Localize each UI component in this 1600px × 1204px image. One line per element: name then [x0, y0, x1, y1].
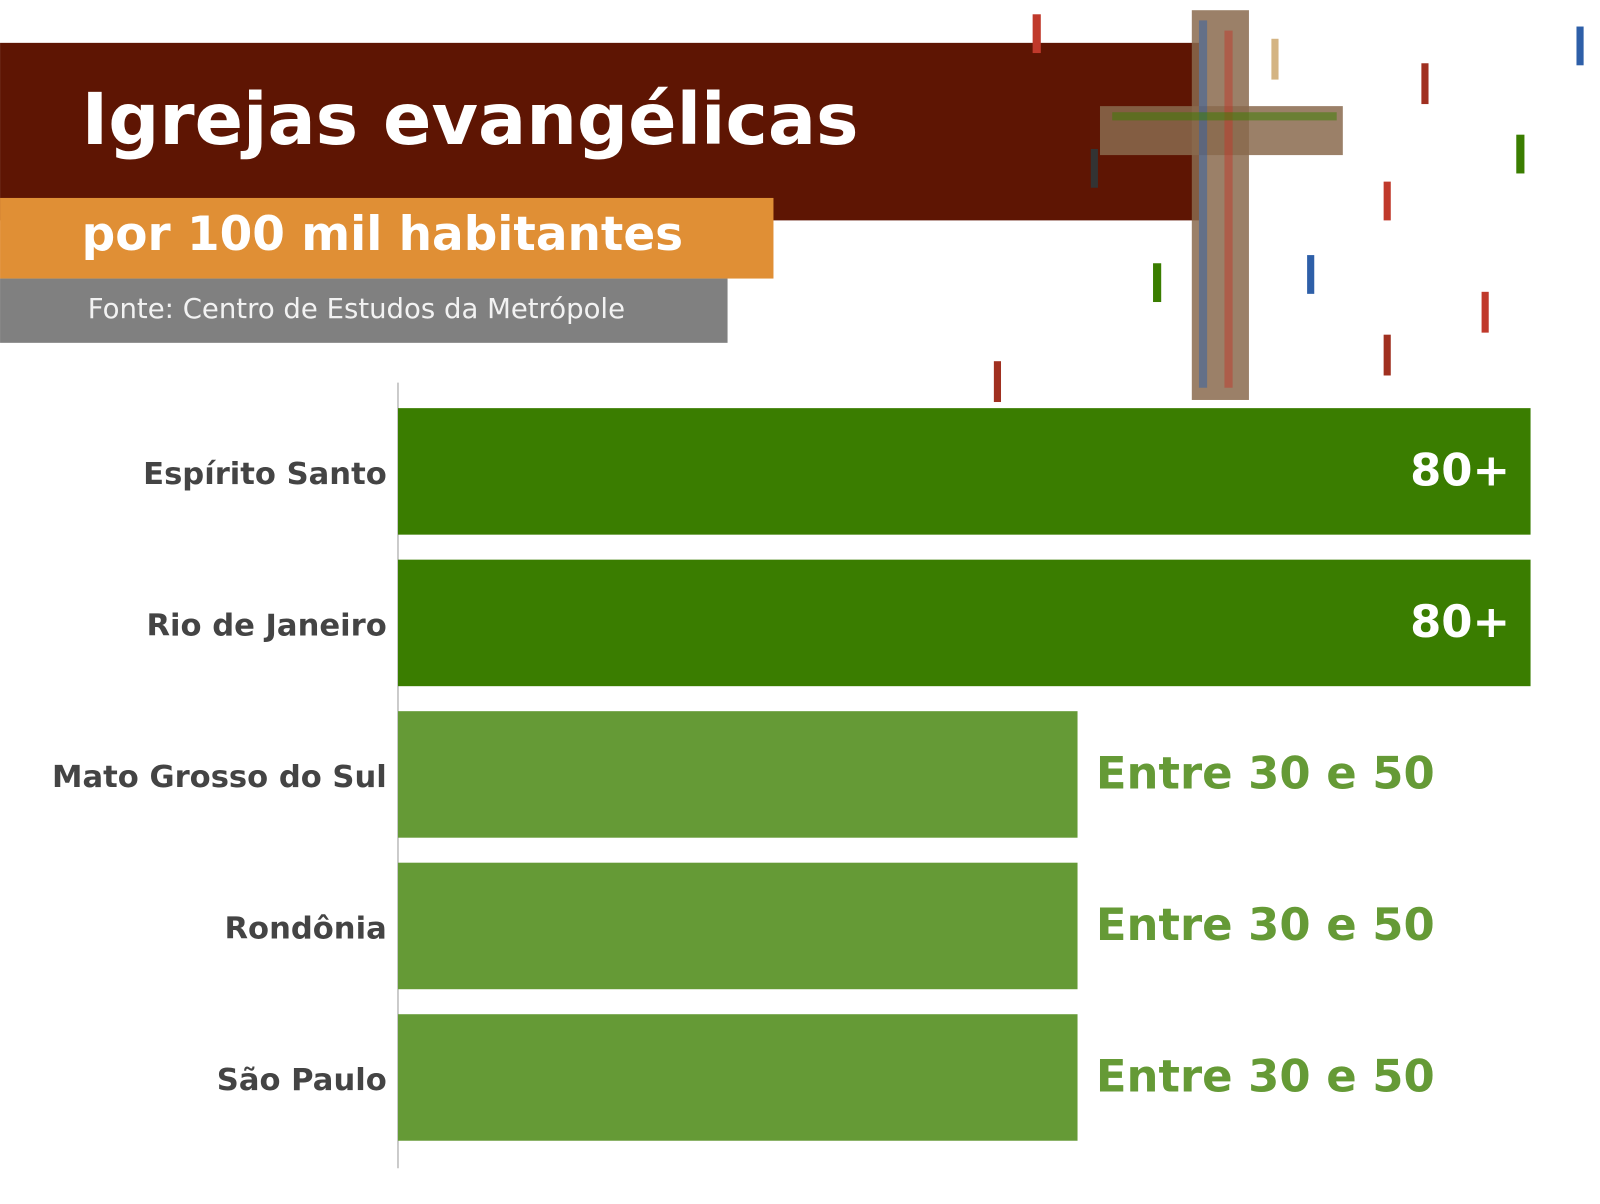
value-label: Entre 30 e 50	[1096, 746, 1435, 799]
bar	[397, 862, 1078, 990]
crowd-cross-illustration	[993, 10, 1584, 403]
value-label: 80+	[1410, 595, 1510, 648]
category-label: São Paulo	[217, 1063, 387, 1098]
chart-subtitle: por 100 mil habitantes	[82, 207, 683, 262]
bar	[397, 559, 1531, 687]
category-label: Rio de Janeiro	[146, 608, 386, 643]
category-label: Mato Grosso do Sul	[52, 760, 387, 795]
title-band	[0, 42, 1199, 221]
bar	[397, 1014, 1078, 1141]
category-label: Rondônia	[224, 912, 386, 947]
chart-title: Igrejas evangélicas	[82, 78, 859, 161]
bar	[397, 711, 1078, 838]
value-label: Entre 30 e 50	[1096, 1050, 1435, 1103]
subtitle-band	[0, 197, 774, 279]
value-label: Entre 30 e 50	[1096, 898, 1435, 951]
category-label: Espírito Santo	[143, 457, 387, 492]
source-band	[0, 278, 728, 343]
value-label: 80+	[1410, 443, 1510, 496]
bar	[397, 408, 1531, 535]
source-note: Fonte: Centro de Estudos da Metrópole	[88, 293, 625, 325]
